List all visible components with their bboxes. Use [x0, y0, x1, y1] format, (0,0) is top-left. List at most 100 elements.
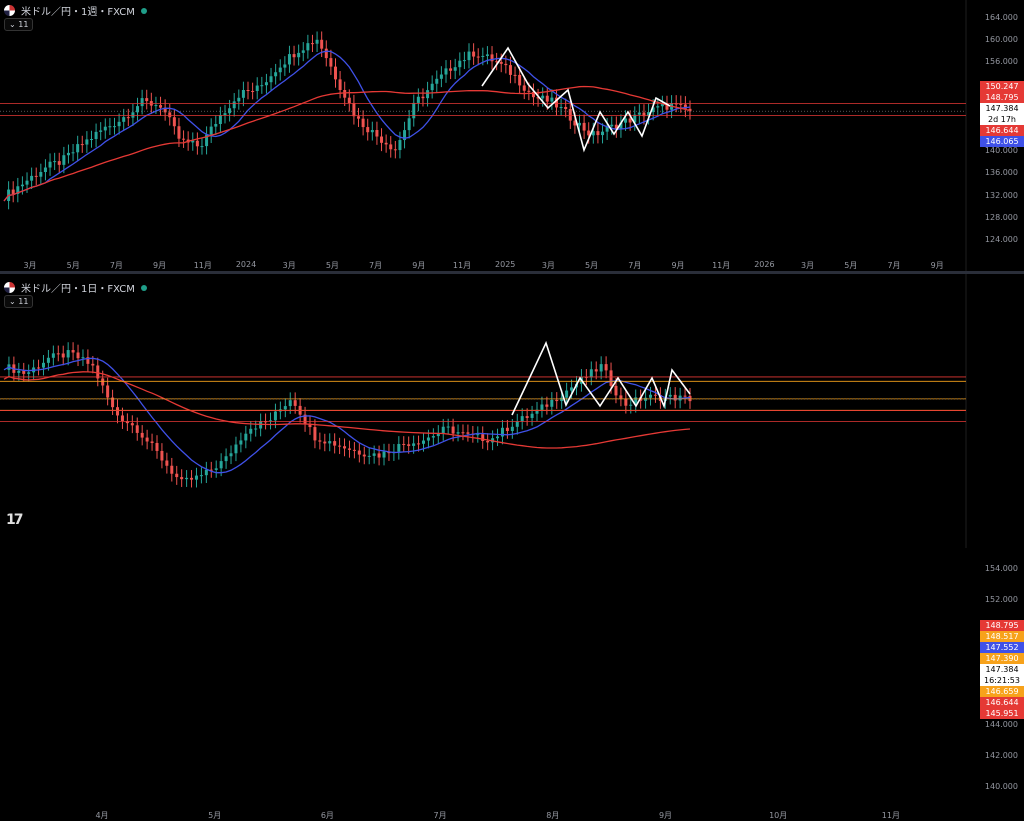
x-tick-label: 7月 [887, 261, 901, 270]
x-tick-label: 5月 [66, 261, 80, 270]
daily-chart-canvas[interactable] [0, 274, 1024, 548]
candle-body [513, 74, 517, 76]
candle-body [456, 432, 460, 434]
price-tag: 147.384 [980, 103, 1024, 114]
candle-body [140, 98, 144, 107]
zigzag-drawing[interactable] [481, 46, 671, 153]
candle-body [16, 186, 20, 194]
candle-body [451, 426, 455, 434]
x-tick-label: 9月 [412, 261, 426, 270]
candle-body [591, 131, 595, 136]
candle-body [91, 363, 95, 366]
candle-body [619, 122, 623, 130]
candle-body [384, 142, 388, 145]
candle-body [412, 102, 416, 119]
candle-body [313, 427, 317, 441]
candle-body [264, 421, 268, 423]
candle-body [629, 404, 633, 406]
candle-body [481, 434, 485, 441]
candle-body [185, 477, 189, 480]
price-tag: 146.644 [980, 125, 1024, 136]
candle-body [260, 85, 264, 87]
candle-body [578, 122, 582, 126]
candle-body [199, 475, 203, 477]
candle-body [53, 161, 57, 163]
candle-body [366, 127, 370, 133]
candle-body [209, 126, 213, 135]
ma-short-line [3, 50, 691, 202]
candle-body [48, 161, 52, 168]
x-tick-label: 10月 [769, 811, 788, 820]
candle-body [343, 90, 347, 98]
candle-body [530, 413, 534, 418]
candle-body [308, 424, 312, 428]
candle-body [637, 112, 641, 115]
tradingview-logo[interactable]: 17 [6, 512, 24, 528]
candle-body [287, 54, 291, 65]
price-tag: 147.552 [980, 642, 1024, 653]
candle-body [288, 400, 292, 407]
candle-body [352, 103, 356, 117]
candle-body [145, 98, 149, 102]
candle-body [435, 78, 439, 84]
candle-body [665, 104, 669, 110]
zigzag-drawing[interactable] [511, 340, 691, 416]
candle-body [496, 436, 500, 439]
candle-body [232, 101, 236, 109]
candle-body [89, 139, 93, 141]
candle-body [103, 126, 107, 131]
candle-body [649, 394, 653, 398]
candle-body [398, 140, 402, 151]
candle-body [283, 64, 287, 68]
candle-body [154, 105, 158, 107]
candle-body [587, 130, 591, 136]
candle-body [303, 414, 307, 425]
candle-body [168, 112, 172, 118]
candle-body [515, 421, 519, 427]
daily-chart-pane[interactable]: 米ドル／円・1日・FXCM ⌄ 11 154.000152.000150.000… [0, 274, 1024, 820]
candle-body [292, 54, 296, 58]
candle-body [175, 473, 179, 478]
candle-body [254, 428, 258, 430]
candle-body [508, 65, 512, 75]
pane-divider[interactable] [0, 271, 1024, 274]
candle-body [481, 55, 485, 57]
market-status-icon [140, 7, 147, 14]
candle-body [609, 370, 613, 386]
candle-body [112, 126, 116, 128]
candle-body [219, 461, 223, 469]
candle-body [426, 90, 430, 99]
candle-body [160, 450, 164, 461]
candle-body [135, 425, 139, 433]
candle-body [495, 61, 499, 63]
candle-body [421, 440, 425, 444]
daily-indicator-toggle[interactable]: ⌄ 11 [4, 295, 34, 308]
x-tick-label: 3月 [541, 261, 555, 270]
price-tag: 148.795 [980, 620, 1024, 631]
candle-body [224, 456, 228, 462]
candle-body [458, 60, 462, 68]
y-tick-label: 136.000 [984, 168, 1018, 178]
x-tick-label: 9月 [658, 811, 673, 820]
candle-body [324, 48, 328, 59]
weekly-indicator-toggle[interactable]: ⌄ 11 [4, 18, 34, 31]
candle-body [333, 66, 337, 80]
weekly-chart-header: 米ドル／円・1週・FXCM [4, 3, 147, 18]
candle-body [209, 469, 213, 471]
candle-body [34, 175, 38, 177]
candle-body [604, 364, 608, 371]
market-status-icon [140, 284, 147, 291]
candle-body [559, 106, 563, 108]
candle-body [237, 97, 241, 102]
candle-body [333, 441, 337, 446]
candle-body [306, 43, 310, 51]
weekly-chart-canvas[interactable] [0, 0, 1024, 271]
candle-body [111, 397, 115, 408]
candle-body [278, 67, 282, 73]
candle-body [140, 432, 144, 438]
candle-body [596, 131, 600, 136]
weekly-chart-pane[interactable]: 米ドル／円・1週・FXCM ⌄ 11 164.000 160.000 156.000… [0, 0, 1024, 271]
candle-body [656, 106, 660, 108]
candle-body [510, 426, 514, 431]
candle-body [66, 350, 70, 358]
